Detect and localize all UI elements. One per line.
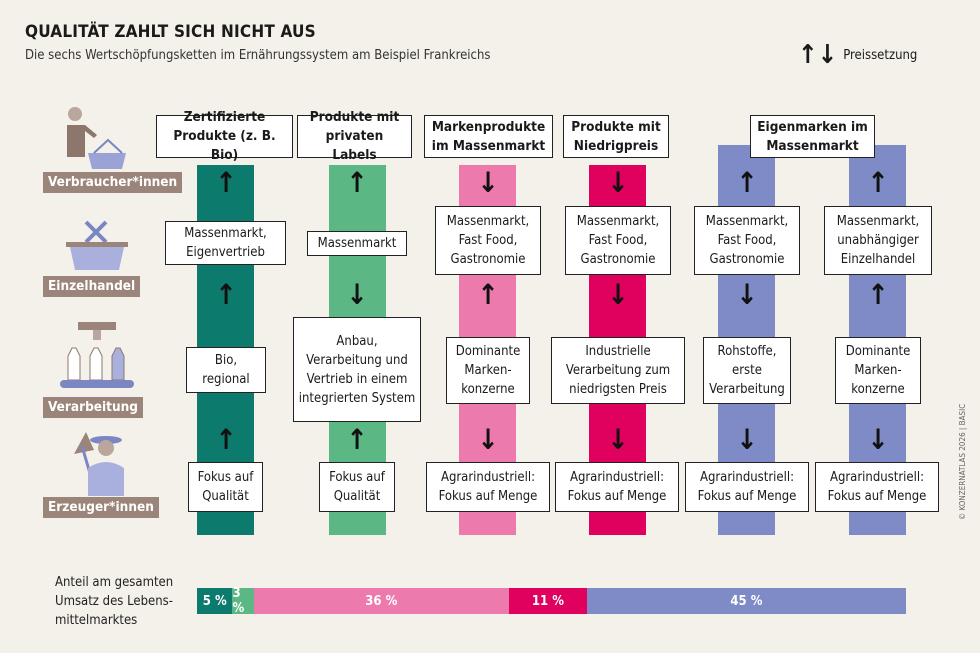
price-arrow-icon: ↑ <box>867 278 889 311</box>
processing-box: Rohstoffe, erste Verarbeitung <box>703 337 791 404</box>
farmer-icon <box>74 432 124 496</box>
consumer-icon <box>67 107 126 169</box>
legend-label: Preissetzung <box>843 47 918 63</box>
production-box: Agrarindustriell: Fokus auf Menge <box>685 462 809 512</box>
retail-box: Massenmarkt, Eigenvertrieb <box>165 221 286 265</box>
retail-box: Massenmarkt, Fast Food, Gastronomie <box>565 206 671 275</box>
processing-box: Bio, regional <box>186 347 266 393</box>
production-box: Fokus auf Qualität <box>319 462 395 512</box>
price-arrow-icon: ↓ <box>477 423 499 456</box>
processing-box: Industrielle Verarbeitung zum niedrigste… <box>551 337 685 404</box>
price-arrow-icon: ↑ <box>215 423 237 456</box>
price-arrow-icon: ↑ <box>346 423 368 456</box>
share-label: Anteil am gesamten Umsatz des Lebens-mit… <box>55 575 174 628</box>
price-arrow-icon: ↓ <box>477 166 499 199</box>
price-arrow-icon: ↑ <box>477 278 499 311</box>
page-title: QUALITÄT ZAHLT SICH NICHT AUS <box>25 22 316 42</box>
share-segment: 3 % <box>232 586 254 616</box>
price-arrow-icon: ↑ <box>215 278 237 311</box>
price-arrow-icon: ↑ <box>215 166 237 199</box>
processing-bottles-icon <box>60 322 134 388</box>
retail-box: Massenmarkt, unabhängiger Einzelhandel <box>824 206 932 275</box>
page-subtitle: Die sechs Wertschöpfungsketten im Ernähr… <box>25 48 491 63</box>
copyright: © KONZERNATLAS 2026 | BASIC <box>958 403 967 520</box>
price-arrow-icon: ↑ <box>346 166 368 199</box>
retail-box: Massenmarkt, Fast Food, Gastronomie <box>694 206 800 275</box>
price-arrow-icon: ↓ <box>607 166 629 199</box>
price-arrow-icon: ↓ <box>736 423 758 456</box>
chain-header: Markenprodukte im Massenmarkt <box>424 115 553 158</box>
share-segment: 36 % <box>253 588 509 614</box>
price-arrow-icon: ↓ <box>607 423 629 456</box>
share-segment: 11 % <box>508 588 587 614</box>
price-arrow-icon: ↓ <box>607 278 629 311</box>
stage-label-producers: Erzeuger*innen <box>43 497 159 518</box>
price-arrow-icon: ↓ <box>867 423 889 456</box>
production-box: Agrarindustriell: Fokus auf Menge <box>815 462 939 512</box>
retail-box: Massenmarkt <box>307 231 407 256</box>
chain-header: Produkte mit privaten Labels <box>297 109 412 163</box>
processing-box: Dominante Marken-konzerne <box>446 337 530 404</box>
stage-label-retail: Einzelhandel <box>43 276 141 297</box>
processing-box: Anbau, Verarbeitung und Vertrieb in eine… <box>293 317 421 422</box>
chain-header: Zertifizierte Produkte (z. B. Bio) <box>156 109 293 163</box>
price-arrow-icon: ↑ <box>867 166 889 199</box>
share-segment: 5 % <box>197 588 233 614</box>
production-box: Fokus auf Qualität <box>188 462 263 512</box>
share-segment: 45 % <box>586 588 906 614</box>
up-down-arrows-icon: ↑↓ <box>798 40 838 70</box>
price-arrow-icon: ↓ <box>346 278 368 311</box>
processing-box: Dominante Marken-konzerne <box>835 337 921 404</box>
legend: ↑↓ Preissetzung <box>798 42 917 68</box>
chain-header: Produkte mit Niedrigpreis <box>563 115 669 158</box>
shopping-basket-icon <box>66 220 128 270</box>
stage-label-processing: Verarbeitung <box>43 397 143 418</box>
price-arrow-icon: ↓ <box>736 278 758 311</box>
price-arrow-icon: ↑ <box>736 166 758 199</box>
retail-box: Massenmarkt, Fast Food, Gastronomie <box>435 206 541 275</box>
stage-label-consumers: Verbraucher*innen <box>43 172 183 193</box>
production-box: Agrarindustriell: Fokus auf Menge <box>426 462 550 512</box>
production-box: Agrarindustriell: Fokus auf Menge <box>555 462 679 512</box>
chain-header-shared: Eigenmarken im Massenmarkt <box>750 115 875 158</box>
